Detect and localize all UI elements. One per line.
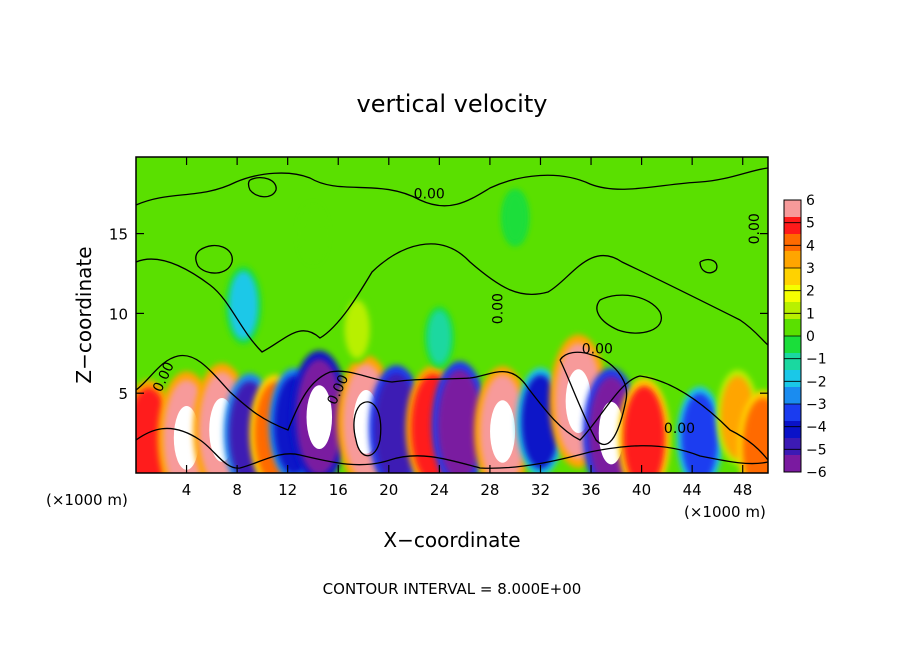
field-cell: [427, 310, 452, 365]
x-tick-label: 32: [531, 481, 550, 499]
contour-label: 0.00: [664, 421, 695, 437]
x-tick-label: 12: [278, 481, 297, 499]
x-tick-label: 40: [632, 481, 651, 499]
colorbar-swatch: [784, 455, 801, 473]
colorbar-tick-label: −4: [806, 420, 827, 436]
zero-contours: [136, 167, 768, 469]
contour-line: [596, 294, 663, 334]
y-axis-ticks: 5 10 15: [109, 226, 768, 403]
field-saturation: [306, 385, 333, 450]
field-cell: [229, 271, 258, 340]
colorbar-swatch: [784, 302, 801, 320]
contour-line: [559, 351, 628, 446]
colorbar-swatch: [784, 421, 801, 439]
x-tick-label: 48: [733, 481, 752, 499]
chart-title: vertical velocity: [357, 90, 548, 118]
x-unit-left: (×1000 m): [46, 491, 128, 509]
field-cell: [623, 385, 666, 473]
colorbar-tick-label: −6: [806, 465, 827, 481]
colorbar-swatch: [784, 217, 801, 235]
colorbar-swatch: [784, 285, 801, 303]
contour-label: 0.00: [414, 186, 445, 202]
x-tick-label: 20: [379, 481, 398, 499]
colorbar-swatch: [784, 438, 801, 456]
contour-line: [195, 245, 233, 274]
contour-line: [136, 427, 768, 469]
contour-label: 0.00: [582, 341, 613, 357]
x-tick-label: 4: [182, 481, 192, 499]
contour-line: [136, 243, 768, 353]
colorbar-tick-label: −2: [806, 374, 827, 390]
colorbar: 6 5 4 3 2 1 0 −1 −2 −3 −4 −5 −6: [783, 193, 827, 481]
contour-line: [136, 167, 768, 207]
x-tick-label: 44: [683, 481, 702, 499]
contour-interval-note: CONTOUR INTERVAL = 8.000E+00: [323, 580, 582, 598]
y-tick-label: 15: [109, 226, 128, 244]
y-axis-label: Z−coordinate: [72, 246, 96, 383]
colorbar-swatch: [784, 268, 801, 286]
field-cell: [742, 397, 768, 473]
field-cell: [681, 393, 719, 473]
plot-area: 0.000.000.00 0.000.000.000.00: [136, 157, 768, 473]
field-cell: [437, 369, 482, 473]
contour-line: [699, 258, 718, 274]
field-cell: [344, 300, 370, 359]
y-tick-label: 10: [109, 305, 128, 323]
colorbar-swatch: [784, 319, 801, 337]
contour-label: 0.00: [747, 213, 763, 244]
colorbar-swatch: [784, 336, 801, 354]
contour-line: [136, 354, 768, 461]
colorbar-swatch: [784, 251, 801, 269]
colorbar-swatch: [784, 353, 801, 371]
colorbar-tick-label: 2: [806, 284, 815, 300]
colorbar-swatch: [784, 370, 801, 388]
colorbar-swatch: [784, 404, 801, 422]
colorbar-tick-label: 6: [806, 193, 815, 209]
contour-label: 0.00: [491, 293, 507, 324]
colorbar-tick-label: −5: [806, 442, 827, 458]
field-cell: [504, 192, 527, 243]
contour-line: [353, 401, 382, 457]
colorbar-swatch: [784, 234, 801, 252]
colorbar-tick-label: 4: [806, 238, 815, 254]
contour-line: [247, 176, 277, 198]
plot-frame: [135, 156, 769, 474]
x-unit-right: (×1000 m): [684, 503, 766, 521]
x-tick-label: 28: [480, 481, 499, 499]
colorbar-tick-label: 0: [806, 329, 815, 345]
colorbar-tick-label: 3: [806, 261, 815, 277]
field-saturation: [490, 400, 516, 463]
colorbar-tick-label: 1: [806, 306, 815, 322]
colorbar-swatch: [784, 200, 801, 218]
x-axis-label: X−coordinate: [383, 528, 520, 552]
y-tick-label: 5: [118, 385, 128, 403]
colorbar-tick-label: −1: [806, 352, 827, 368]
field-saturation: [173, 405, 200, 470]
x-tick-label: 36: [581, 481, 600, 499]
field-cell: [301, 208, 325, 260]
x-axis-ticks: 4 8 12 16 20 24 28 32 36 40 44 48: [182, 157, 752, 499]
colorbar-tick-label: 5: [806, 216, 815, 232]
x-tick-label: 24: [430, 481, 449, 499]
x-tick-label: 16: [329, 481, 348, 499]
x-tick-label: 8: [232, 481, 242, 499]
colorbar-swatch: [784, 387, 801, 405]
colorbar-tick-label: −3: [806, 397, 827, 413]
